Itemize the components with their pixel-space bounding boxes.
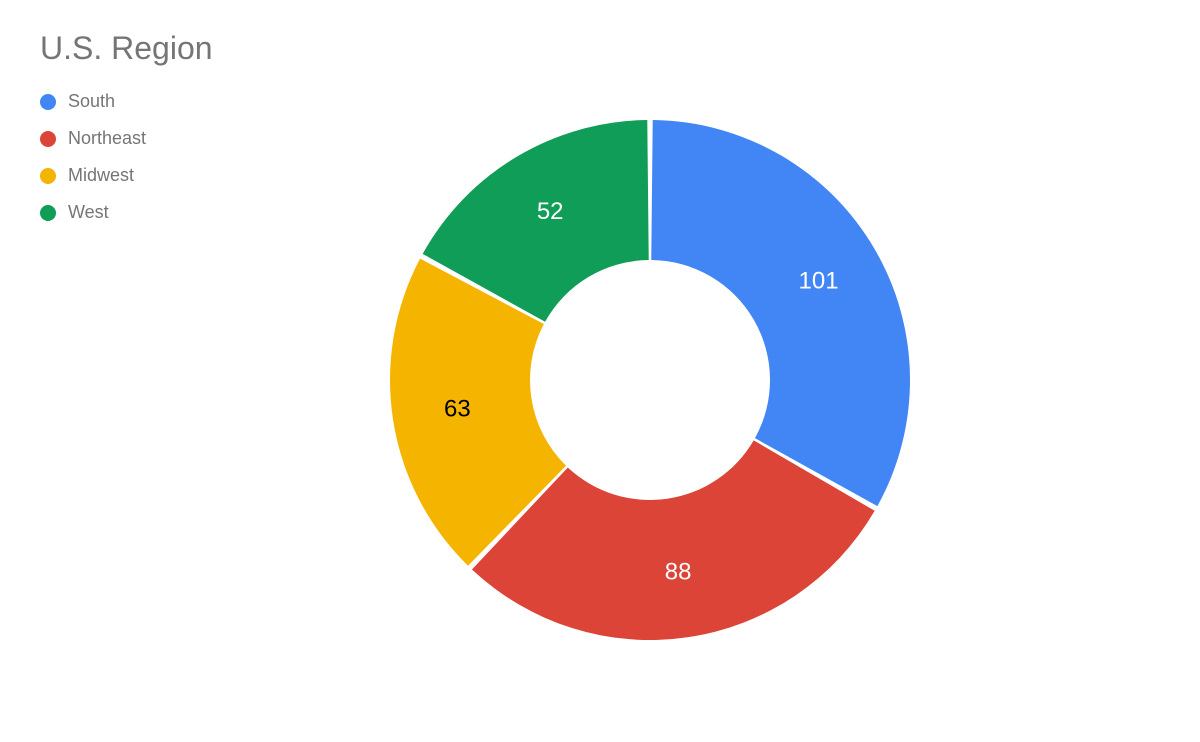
legend-swatch (40, 94, 56, 110)
legend-swatch (40, 205, 56, 221)
donut-slice-south (651, 120, 910, 506)
slice-value-label: 88 (665, 558, 692, 585)
slice-value-label: 101 (799, 267, 839, 294)
chart-container: U.S. Region South Northeast Midwest West… (0, 0, 1200, 742)
slice-value-label: 52 (537, 198, 564, 225)
chart-title: U.S. Region (40, 30, 1160, 67)
legend-swatch (40, 168, 56, 184)
legend-label: West (68, 202, 109, 223)
donut-svg: 101 88 63 52 (370, 100, 930, 660)
legend-swatch (40, 131, 56, 147)
legend-label: South (68, 91, 115, 112)
slice-value-label: 63 (444, 395, 471, 422)
legend-label: Midwest (68, 165, 134, 186)
legend-label: Northeast (68, 128, 146, 149)
donut-chart: 101 88 63 52 (370, 100, 930, 660)
